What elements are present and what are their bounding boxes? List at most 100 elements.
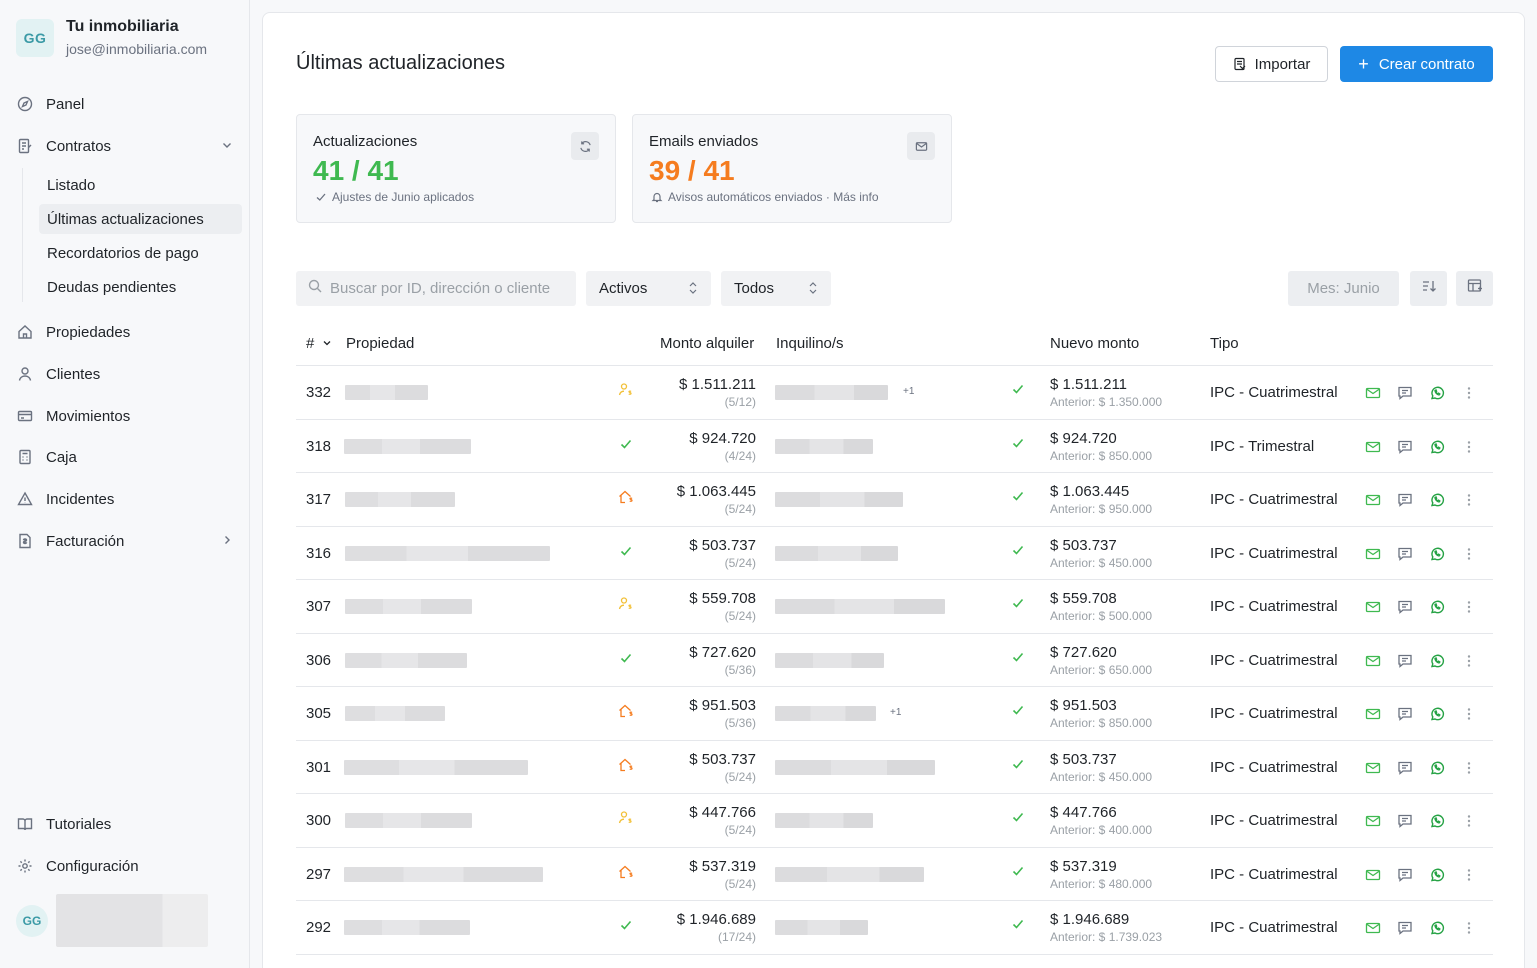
subnav-recordatorios[interactable]: Recordatorios de pago	[47, 244, 199, 262]
house-status-icon	[618, 489, 634, 505]
book-icon	[16, 815, 34, 833]
mail-icon[interactable]	[1364, 759, 1382, 777]
installment: (5/12)	[724, 395, 756, 409]
refresh-icon[interactable]	[571, 132, 599, 160]
compass-icon	[16, 95, 34, 113]
nav-facturacion[interactable]: Facturación	[16, 525, 241, 557]
message-icon[interactable]	[1396, 759, 1414, 777]
more-options-icon[interactable]	[1460, 705, 1478, 723]
nav-contratos[interactable]: Contratos	[16, 130, 241, 162]
whatsapp-icon[interactable]	[1428, 866, 1446, 884]
more-options-icon[interactable]	[1460, 759, 1478, 777]
message-icon[interactable]	[1396, 919, 1414, 937]
person-status-icon	[618, 810, 634, 826]
more-options-icon[interactable]	[1460, 598, 1478, 616]
message-icon[interactable]	[1396, 545, 1414, 563]
more-options-icon[interactable]	[1460, 384, 1478, 402]
message-icon[interactable]	[1396, 598, 1414, 616]
month-button[interactable]: Mes: Junio	[1288, 271, 1399, 306]
extra-tenants-badge[interactable]: +1	[890, 707, 902, 718]
table-row[interactable]: 301 $ 503.737 (5/24) $ 503.737 Anterior: $ 4…	[296, 741, 1493, 794]
table-row[interactable]: 300 $ 447.766 (5/24) $ 447.766 Anterior: $ 4…	[296, 794, 1493, 848]
more-options-icon[interactable]	[1460, 652, 1478, 670]
table-row[interactable]: 292 $ 1.946.689 (17/24) $ 1.946.689 Anterior…	[296, 901, 1493, 955]
nav-incidentes[interactable]: Incidentes	[16, 483, 241, 515]
more-options-icon[interactable]	[1460, 919, 1478, 937]
th-id[interactable]: #	[306, 335, 332, 352]
whatsapp-icon[interactable]	[1428, 598, 1446, 616]
table-row[interactable]: 316 $ 503.737 (5/24) $ 503.737 Anterior: $ 4…	[296, 527, 1493, 580]
message-icon[interactable]	[1396, 652, 1414, 670]
more-options-icon[interactable]	[1460, 545, 1478, 563]
extra-tenants-badge[interactable]: +1	[903, 386, 915, 397]
more-options-icon[interactable]	[1460, 491, 1478, 509]
nav-tutoriales[interactable]: Tutoriales	[16, 808, 241, 840]
table-row[interactable]: 332 $ 1.511.211 (5/12) +1 $ 1.511.211 Anterio…	[296, 366, 1493, 420]
mail-icon[interactable]	[1364, 919, 1382, 937]
installment: (4/24)	[724, 448, 756, 463]
subnav-ultimas-actualizaciones[interactable]: Últimas actualizaciones	[39, 204, 242, 234]
table-row[interactable]: 305 $ 951.503 (5/36) +1 $ 951.503 Anterior: $…	[296, 687, 1493, 741]
nav-panel[interactable]: Panel	[16, 88, 241, 120]
check-icon	[1011, 810, 1025, 829]
nav-propiedades[interactable]: Propiedades	[16, 316, 241, 348]
search-input[interactable]	[330, 280, 560, 297]
table-row[interactable]: 317 $ 1.063.445 (5/24) $ 1.063.445 Anterior:…	[296, 473, 1493, 527]
mail-icon[interactable]	[1364, 491, 1382, 509]
more-options-icon[interactable]	[1460, 812, 1478, 830]
nav-incidentes-label: Incidentes	[46, 490, 115, 508]
more-options-icon[interactable]	[1460, 866, 1478, 884]
create-contract-button[interactable]: + Crear contrato	[1340, 46, 1493, 82]
th-nuevo-monto: Nuevo monto	[1050, 335, 1140, 352]
whatsapp-icon[interactable]	[1428, 384, 1446, 402]
columns-button[interactable]	[1456, 271, 1493, 306]
mail-icon[interactable]	[1364, 652, 1382, 670]
mail-icon[interactable]	[1364, 545, 1382, 563]
subnav-listado[interactable]: Listado	[47, 176, 96, 194]
row-id: 297	[306, 865, 332, 883]
whatsapp-icon[interactable]	[1428, 705, 1446, 723]
mail-icon[interactable]	[1364, 705, 1382, 723]
table-row[interactable]: 307 $ 559.708 (5/24) $ 559.708 Anterior: $ 5…	[296, 580, 1493, 634]
more-options-icon[interactable]	[1460, 438, 1478, 456]
table-row[interactable]: 306 $ 727.620 (5/36) $ 727.620 Anterior: $ 6…	[296, 634, 1493, 687]
th-monto: Monto alquiler	[660, 335, 755, 352]
message-icon[interactable]	[1396, 438, 1414, 456]
invoice-icon	[16, 532, 34, 550]
message-icon[interactable]	[1396, 705, 1414, 723]
status-select[interactable]: Activos	[586, 271, 711, 306]
nav-configuracion[interactable]: Configuración	[16, 850, 241, 882]
property-redacted	[344, 759, 528, 775]
brand[interactable]: GG Tu inmobiliaria jose@inmobiliaria.com	[16, 17, 207, 59]
message-icon[interactable]	[1396, 812, 1414, 830]
nav-configuracion-label: Configuración	[46, 857, 139, 875]
mail-icon[interactable]	[907, 132, 935, 160]
mail-icon[interactable]	[1364, 438, 1382, 456]
mail-icon[interactable]	[1364, 812, 1382, 830]
whatsapp-icon[interactable]	[1428, 919, 1446, 937]
message-icon[interactable]	[1396, 866, 1414, 884]
whatsapp-icon[interactable]	[1428, 545, 1446, 563]
whatsapp-icon[interactable]	[1428, 812, 1446, 830]
table-row[interactable]: 318 $ 924.720 (4/24) $ 924.720 Anterior: $ 8…	[296, 420, 1493, 473]
whatsapp-icon[interactable]	[1428, 652, 1446, 670]
nav-clientes[interactable]: Clientes	[16, 358, 241, 390]
sort-button[interactable]	[1410, 271, 1447, 306]
mail-icon[interactable]	[1364, 384, 1382, 402]
new-amount-value: $ 1.946.689	[1050, 911, 1130, 928]
message-icon[interactable]	[1396, 384, 1414, 402]
mail-icon[interactable]	[1364, 598, 1382, 616]
nav-movimientos[interactable]: Movimientos	[16, 400, 241, 432]
import-button[interactable]: Importar	[1215, 46, 1328, 82]
user-menu[interactable]: GG	[16, 894, 208, 947]
type-select[interactable]: Todos	[721, 271, 831, 306]
table-row[interactable]: 297 $ 537.319 (5/24) $ 537.319 Anterior: $ 4…	[296, 848, 1493, 901]
whatsapp-icon[interactable]	[1428, 438, 1446, 456]
whatsapp-icon[interactable]	[1428, 491, 1446, 509]
subnav-deudas[interactable]: Deudas pendientes	[47, 278, 177, 296]
message-icon[interactable]	[1396, 491, 1414, 509]
whatsapp-icon[interactable]	[1428, 759, 1446, 777]
mail-icon[interactable]	[1364, 866, 1382, 884]
nav-caja[interactable]: Caja	[16, 441, 241, 473]
stat-emails-sub[interactable]: Avisos automáticos enviados · Más info	[651, 190, 879, 204]
